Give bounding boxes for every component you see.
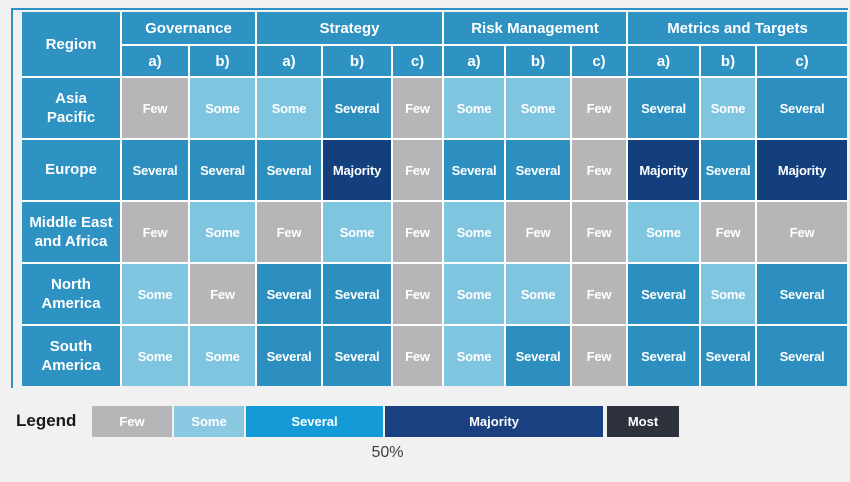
table-cell: Several [257, 140, 321, 200]
table-cell: Some [190, 202, 255, 262]
table-cell: Few [572, 264, 626, 324]
group-header-metrics-and-targets: Metrics and Targets [628, 12, 847, 44]
region-cell-south-america: South America [22, 326, 120, 386]
table-cell: Few [393, 78, 442, 138]
table-cell: Majority [628, 140, 699, 200]
table-cell: Few [572, 202, 626, 262]
legend-swatch-most: Most [607, 406, 679, 437]
table-cell: Few [572, 140, 626, 200]
subheader-metrics-c: c) [757, 46, 847, 76]
subheader-governance-b: b) [190, 46, 255, 76]
group-header-strategy: Strategy [257, 12, 442, 44]
table-cell: Majority [323, 140, 391, 200]
table-cell: Several [190, 140, 255, 200]
legend-swatch-few: Few [92, 406, 172, 437]
legend-swatch-some: Some [174, 406, 244, 437]
table-cell: Some [444, 264, 504, 324]
table-cell: Few [257, 202, 321, 262]
subheader-metrics-b: b) [701, 46, 755, 76]
subheader-governance-a: a) [122, 46, 188, 76]
region-category-heatmap-table: Region Governance Strategy Risk Manageme… [22, 12, 847, 386]
table-cell: Several [506, 326, 570, 386]
table-cell: Several [257, 326, 321, 386]
table-cell: Several [506, 140, 570, 200]
subheader-risk-b: b) [506, 46, 570, 76]
subheader-risk-a: a) [444, 46, 504, 76]
table-cell: Several [757, 326, 847, 386]
region-cell-north-america: North America [22, 264, 120, 324]
table-cell: Majority [757, 140, 847, 200]
subheader-strategy-b: b) [323, 46, 391, 76]
table-cell: Some [444, 326, 504, 386]
table-cell: Some [628, 202, 699, 262]
table-cell: Some [257, 78, 321, 138]
table-cell: Some [701, 78, 755, 138]
table-cell: Few [393, 140, 442, 200]
table-cell: Some [122, 264, 188, 324]
legend-swatch-majority: Majority [385, 406, 603, 437]
table-cell: Some [506, 264, 570, 324]
table-cell: Several [122, 140, 188, 200]
subheader-metrics-a: a) [628, 46, 699, 76]
region-cell-middle-east-and-africa: Middle East and Africa [22, 202, 120, 262]
table-cell: Few [393, 202, 442, 262]
group-header-governance: Governance [122, 12, 255, 44]
table-cell: Few [122, 78, 188, 138]
footer-percentage: 50% [371, 444, 404, 461]
table-cell: Some [701, 264, 755, 324]
table-cell: Several [757, 78, 847, 138]
table-cell: Several [628, 264, 699, 324]
table-cell: Several [323, 78, 391, 138]
table-cell: Several [323, 264, 391, 324]
table-left-border [11, 8, 13, 388]
table-cell: Several [757, 264, 847, 324]
table-cell: Some [444, 202, 504, 262]
legend: Few Some Several Majority Most [92, 406, 679, 437]
table-cell: Few [393, 264, 442, 324]
table-cell: Few [190, 264, 255, 324]
table-cell: Several [444, 140, 504, 200]
table-cell: Some [122, 326, 188, 386]
table-cell: Several [628, 78, 699, 138]
table-cell: Few [572, 78, 626, 138]
table-cell: Few [757, 202, 847, 262]
subheader-risk-c: c) [572, 46, 626, 76]
table-cell: Few [122, 202, 188, 262]
legend-title: Legend [16, 411, 77, 430]
region-cell-europe: Europe [22, 140, 120, 200]
table-top-border [11, 8, 848, 10]
table-cell: Few [393, 326, 442, 386]
table-cell: Several [701, 140, 755, 200]
table-cell: Some [190, 78, 255, 138]
legend-swatch-several: Several [246, 406, 383, 437]
table-cell: Several [701, 326, 755, 386]
region-cell-asia-pacific: Asia Pacific [22, 78, 120, 138]
table-cell: Few [701, 202, 755, 262]
table-cell: Some [506, 78, 570, 138]
group-header-risk-management: Risk Management [444, 12, 626, 44]
table-cell: Several [323, 326, 391, 386]
table-cell: Few [572, 326, 626, 386]
subheader-strategy-a: a) [257, 46, 321, 76]
table-cell: Several [257, 264, 321, 324]
table-cell: Some [323, 202, 391, 262]
table-cell: Several [628, 326, 699, 386]
table-cell: Some [444, 78, 504, 138]
table-cell: Few [506, 202, 570, 262]
subheader-strategy-c: c) [393, 46, 442, 76]
region-header-cell: Region [22, 12, 120, 76]
table-cell: Some [190, 326, 255, 386]
